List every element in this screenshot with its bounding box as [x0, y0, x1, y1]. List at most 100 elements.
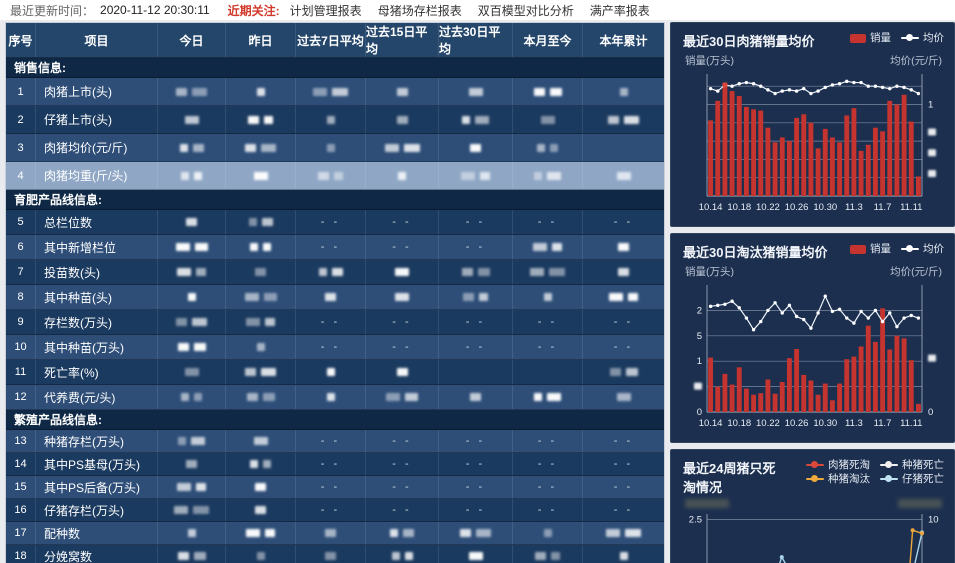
redacted-value	[547, 393, 561, 401]
table-row[interactable]: 11 死亡率(%)	[6, 360, 664, 385]
data-cell	[158, 453, 226, 475]
svg-text:5: 5	[697, 331, 702, 342]
chart-panel-cull-pig-sales: 最近30日淘汰猪销量均价 销量 均价 销量(万头) 均价(元/斤) 2 5 1 0 0 10…	[670, 233, 955, 443]
redacted-value	[318, 268, 327, 276]
row-item-name: 仔猪上市(头)	[36, 106, 158, 133]
redacted-value	[255, 268, 266, 276]
topbar-links: 计划管理报表 母猪场存栏报表 双百模型对比分析 满产率报表	[290, 2, 666, 19]
data-cell	[439, 260, 513, 284]
legend-item-销量[interactable]: 销量	[850, 242, 891, 256]
table-row[interactable]: 13 种猪存栏(万头) - - - - - - - - - -	[6, 430, 664, 453]
data-cell	[583, 106, 664, 133]
empty-value-dashes: - -	[613, 216, 634, 228]
svg-text:0: 0	[697, 407, 702, 418]
data-cell	[158, 260, 226, 284]
empty-value-dashes: - -	[537, 435, 558, 447]
legend-item-销量[interactable]: 销量	[850, 31, 891, 45]
svg-text:11.3: 11.3	[845, 418, 863, 429]
row-item-name: 分娩窝数	[36, 545, 158, 563]
line-chart-canvas: 2.521.51086	[689, 514, 939, 563]
data-cell	[158, 385, 226, 409]
right-axis-label: 均价(元/斤)	[890, 266, 942, 278]
table-row[interactable]: 1 肉猪上市(头)	[6, 78, 664, 106]
table-row[interactable]: 18 分娩窝数	[6, 545, 664, 563]
legend-item-种猪淘汰[interactable]: 种猪淘汰	[806, 472, 870, 486]
data-cell: - -	[366, 476, 439, 498]
data-cell	[296, 285, 366, 309]
redacted-value	[405, 393, 418, 401]
table-row[interactable]: 9 存栏数(万头) - - - - - - - - - -	[6, 310, 664, 335]
legend-item-仔猪死亡[interactable]: 仔猪死亡	[880, 472, 944, 486]
redacted-value	[193, 506, 209, 514]
row-item-name: 肉猪均重(斤/头)	[36, 162, 158, 189]
legend-item-均价[interactable]: 均价	[901, 242, 944, 256]
table-row[interactable]: 16 仔猪存栏(万头) - - - - - - - - - -	[6, 499, 664, 522]
svg-text:10.18: 10.18	[727, 418, 751, 429]
legend-item-均价[interactable]: 均价	[901, 31, 944, 45]
data-cell	[226, 385, 296, 409]
data-cell	[366, 106, 439, 133]
table-row[interactable]: 7 投苗数(头)	[6, 260, 664, 285]
empty-value-dashes: - -	[392, 504, 412, 516]
redacted-value	[245, 143, 256, 152]
table-row[interactable]: 10 其中种苗(万头) - - - - - - - - - -	[6, 335, 664, 360]
data-cell	[513, 162, 583, 189]
redacted-value	[552, 243, 562, 251]
redacted-value	[192, 143, 204, 152]
redacted-value	[624, 115, 639, 124]
redacted-value	[547, 171, 561, 180]
table-row[interactable]: 5 总栏位数 - - - - - - - - - -	[6, 210, 664, 235]
redacted-value	[390, 529, 398, 537]
row-index: 16	[6, 499, 36, 521]
svg-text:0: 0	[928, 407, 933, 418]
row-index: 14	[6, 453, 36, 475]
data-cell	[366, 522, 439, 544]
topbar-link[interactable]: 满产率报表	[589, 3, 650, 18]
data-cell	[439, 162, 513, 189]
table-row[interactable]: 17 配种数	[6, 522, 664, 545]
table-row[interactable]: 12 代养费(元/头)	[6, 385, 664, 410]
redacted-value	[262, 393, 275, 401]
table-row[interactable]: 15 其中PS后备(万头) - - - - - - - - - -	[6, 476, 664, 499]
redacted-value	[403, 529, 414, 537]
legend-item-种猪死亡[interactable]: 种猪死亡	[880, 458, 944, 472]
data-cell	[226, 162, 296, 189]
redacted-value	[181, 393, 189, 401]
redacted-value	[549, 87, 562, 96]
column-header: 本月至今	[513, 23, 583, 57]
data-cell: - -	[439, 476, 513, 498]
svg-text:1: 1	[697, 356, 702, 367]
table-row[interactable]: 3 肉猪均价(元/斤)	[6, 134, 664, 162]
table-row-selected[interactable]: 4 肉猪均重(斤/头)	[6, 162, 664, 190]
line-dot-icon	[806, 475, 824, 483]
redacted-value	[475, 115, 489, 124]
row-item-name: 其中种苗(头)	[36, 285, 158, 309]
redacted-value	[177, 552, 189, 560]
row-item-name: 仔猪存栏(万头)	[36, 499, 158, 521]
column-header: 昨日	[226, 23, 296, 57]
redacted-value	[326, 143, 335, 152]
legend-item-肉猪死淘[interactable]: 肉猪死淘	[806, 458, 870, 472]
redacted-value	[192, 318, 207, 326]
empty-value-dashes: - -	[465, 316, 486, 328]
topbar-link[interactable]: 母猪场存栏报表	[377, 3, 462, 18]
table-row[interactable]: 6 其中新增栏位 - - - - - -	[6, 235, 664, 260]
topbar-link[interactable]: 双百模型对比分析	[477, 3, 574, 18]
data-cell	[583, 545, 664, 563]
svg-text:10.14: 10.14	[699, 418, 723, 429]
redacted-value	[181, 171, 189, 180]
redacted-value	[194, 243, 208, 251]
redacted-value	[477, 268, 490, 276]
row-index: 13	[6, 430, 36, 452]
legend-label: 均价	[923, 243, 944, 255]
panel-header: 最近24周猪只死淘情况 肉猪死淘 种猪死亡 种猪淘汰 仔猪死亡	[671, 450, 954, 496]
data-cell: - -	[583, 310, 664, 334]
topbar-link[interactable]: 计划管理报表	[289, 3, 362, 18]
table-row[interactable]: 14 其中PS基母(万头) - - - - - - - - - -	[6, 453, 664, 476]
row-index: 9	[6, 310, 36, 334]
empty-value-dashes: - -	[320, 341, 341, 353]
table-row[interactable]: 8 其中种苗(头)	[6, 285, 664, 310]
redacted-value	[246, 393, 258, 401]
table-row[interactable]: 2 仔猪上市(头)	[6, 106, 664, 134]
row-item-name: 存栏数(万头)	[36, 310, 158, 334]
